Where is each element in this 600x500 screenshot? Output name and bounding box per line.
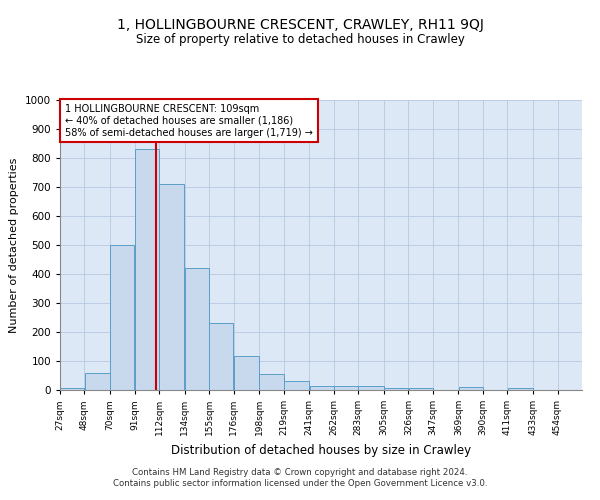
Bar bbox=[234, 356, 259, 390]
Bar bbox=[85, 374, 110, 390]
Text: Contains HM Land Registry data © Crown copyright and database right 2024.
Contai: Contains HM Land Registry data © Crown c… bbox=[113, 468, 487, 487]
Bar bbox=[159, 184, 184, 390]
Bar bbox=[110, 245, 134, 390]
Bar bbox=[409, 388, 433, 390]
X-axis label: Distribution of detached houses by size in Crawley: Distribution of detached houses by size … bbox=[171, 444, 471, 456]
Bar bbox=[185, 268, 209, 390]
Y-axis label: Number of detached properties: Number of detached properties bbox=[9, 158, 19, 332]
Bar bbox=[384, 388, 408, 390]
Bar bbox=[334, 386, 358, 390]
Bar bbox=[310, 386, 334, 390]
Bar bbox=[458, 387, 483, 390]
Bar bbox=[259, 374, 284, 390]
Bar bbox=[60, 388, 84, 390]
Bar bbox=[284, 380, 309, 390]
Bar bbox=[358, 386, 384, 390]
Text: Size of property relative to detached houses in Crawley: Size of property relative to detached ho… bbox=[136, 32, 464, 46]
Text: 1, HOLLINGBOURNE CRESCENT, CRAWLEY, RH11 9QJ: 1, HOLLINGBOURNE CRESCENT, CRAWLEY, RH11… bbox=[116, 18, 484, 32]
Text: 1 HOLLINGBOURNE CRESCENT: 109sqm
← 40% of detached houses are smaller (1,186)
58: 1 HOLLINGBOURNE CRESCENT: 109sqm ← 40% o… bbox=[65, 104, 313, 138]
Bar bbox=[508, 388, 533, 390]
Bar bbox=[135, 150, 159, 390]
Bar bbox=[209, 324, 233, 390]
